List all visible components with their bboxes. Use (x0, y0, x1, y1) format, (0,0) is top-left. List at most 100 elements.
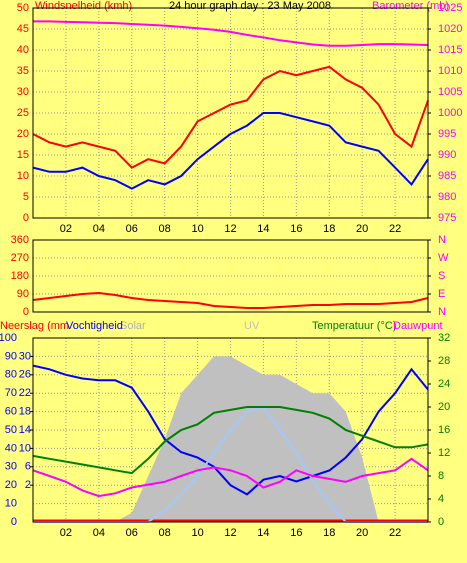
y-tick-label: 70 (5, 387, 17, 399)
x-tick-label: 16 (290, 527, 302, 539)
y2-tick-label: 4 (438, 493, 444, 505)
x-tick-label: 10 (191, 223, 203, 235)
y2-tick-label: 1005 (438, 86, 462, 98)
series-line (32, 457, 429, 498)
y3-tick-label: 10 (19, 442, 31, 454)
y2-tick-label: 0 (438, 516, 444, 528)
y3-tick-label: 30 (19, 350, 31, 362)
y-tick-label: 30 (5, 461, 17, 473)
y-tick-label: 0 (11, 516, 17, 528)
y-tick-label: 20 (17, 128, 29, 140)
y-tick-label: 90 (5, 350, 17, 362)
x-tick-label: 02 (60, 527, 72, 539)
x-tick-label: 16 (290, 223, 302, 235)
y2-tick-label: W (438, 252, 449, 264)
plot-frame (32, 239, 429, 313)
y-tick-label: 20 (5, 479, 17, 491)
x-tick-label: 04 (93, 527, 105, 539)
x-tick-label: 08 (159, 527, 171, 539)
x-tick-label: 10 (191, 527, 203, 539)
y2-tick-label: 990 (438, 149, 456, 161)
chart-title: 24 hour graph day : 23 May 2008 (169, 0, 331, 12)
series-line (33, 20, 429, 47)
y-tick-label: 40 (17, 44, 29, 56)
y2-tick-label: 1000 (438, 107, 462, 119)
y2-tick-label: E (438, 288, 445, 300)
legend-solar: Solar (120, 320, 146, 332)
x-tick-label: 20 (356, 527, 368, 539)
y-tick-label: 360 (11, 234, 29, 246)
y-tick-label: 5 (23, 191, 29, 203)
y-tick-label: 270 (11, 252, 29, 264)
y2-tick-label: N (438, 234, 446, 246)
y-tick-label: 50 (5, 424, 17, 436)
y2-tick-label: 20 (438, 401, 450, 413)
y-tick-label: 45 (17, 23, 29, 35)
plot-frame (32, 337, 429, 523)
y-tick-label: 80 (5, 369, 17, 381)
y2-tick-label: 995 (438, 128, 456, 140)
y-tick-label: 100 (0, 332, 17, 344)
series-line (32, 364, 429, 496)
legend-temperature: Temperatuur (°C) (312, 320, 396, 332)
y2-tick-label: 1010 (438, 65, 462, 77)
y2-tick-label: 24 (438, 378, 450, 390)
y2-tick-label: 1020 (438, 23, 462, 35)
y-tick-label: 35 (17, 65, 29, 77)
y2-tick-label: 32 (438, 332, 450, 344)
legend-rain: Neerslag (mm (0, 320, 69, 332)
y2-tick-label: 8 (438, 470, 444, 482)
x-tick-label: 18 (323, 527, 335, 539)
y2-tick-label: 16 (438, 424, 450, 436)
y-tick-label: 25 (17, 107, 29, 119)
legend-humidity: Vochtigheid (66, 320, 123, 332)
y2-tick-label: S (438, 270, 445, 282)
legend-uv: UV (244, 320, 260, 332)
y-tick-label: 0 (23, 212, 29, 224)
solar-area (33, 356, 428, 522)
x-tick-label: 12 (224, 527, 236, 539)
y-tick-label: 40 (5, 442, 17, 454)
y3-tick-label: 2 (25, 479, 31, 491)
y2-tick-label: 1025 (438, 2, 462, 14)
x-tick-label: 06 (126, 223, 138, 235)
x-tick-label: 12 (224, 223, 236, 235)
x-tick-label: 04 (93, 223, 105, 235)
x-tick-label: 18 (323, 223, 335, 235)
legend-dewpoint: Dauwpunt (393, 320, 443, 332)
y2-tick-label: 975 (438, 212, 456, 224)
y3-tick-label: 14 (19, 424, 31, 436)
y2-tick-label: 985 (438, 170, 456, 182)
y3-tick-label: 6 (25, 461, 31, 473)
series-line (32, 65, 429, 169)
y2-tick-label: 12 (438, 447, 450, 459)
x-tick-label: 06 (126, 527, 138, 539)
y-tick-label: 0 (23, 306, 29, 318)
barometer-axis-label: Barometer (mb) (372, 0, 449, 12)
x-tick-label: 22 (389, 223, 401, 235)
y-tick-label: 10 (17, 170, 29, 182)
y2-tick-label: N (438, 306, 446, 318)
x-tick-label: 14 (257, 223, 269, 235)
x-tick-label: 08 (159, 223, 171, 235)
wind-axis-label: Windsnelheid (kmh) (35, 0, 132, 12)
y-tick-label: 50 (17, 2, 29, 14)
y-tick-label: 10 (5, 498, 17, 510)
series-line (32, 112, 429, 190)
y2-tick-label: 1015 (438, 44, 462, 56)
y2-tick-label: 28 (438, 355, 450, 367)
y3-tick-label: 22 (19, 387, 31, 399)
x-tick-label: 02 (60, 223, 72, 235)
x-tick-label: 20 (356, 223, 368, 235)
y-tick-label: 30 (17, 86, 29, 98)
y-tick-label: 15 (17, 149, 29, 161)
y-tick-label: 60 (5, 406, 17, 418)
series-line (32, 406, 429, 475)
x-tick-label: 14 (257, 527, 269, 539)
x-tick-label: 22 (389, 527, 401, 539)
y2-tick-label: 980 (438, 191, 456, 203)
y-tick-label: 90 (17, 288, 29, 300)
series-line (32, 291, 429, 309)
plot-frame (32, 7, 429, 219)
